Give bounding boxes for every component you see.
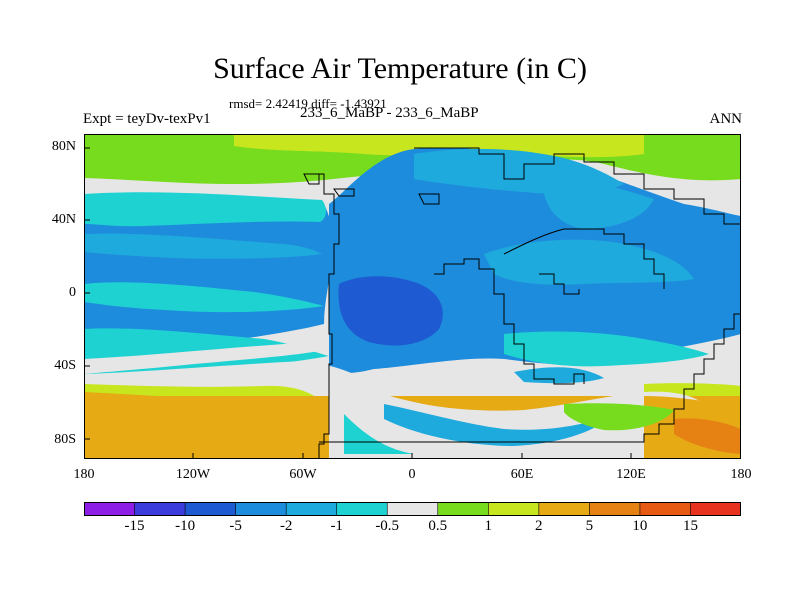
colorbar-swatch bbox=[285, 502, 338, 516]
colorbar-label: -15 bbox=[124, 518, 145, 534]
colorbar-swatch bbox=[184, 502, 237, 516]
x-tick-60w: 60W bbox=[289, 467, 317, 482]
colorbar-swatch bbox=[235, 502, 287, 516]
colorbar-swatch bbox=[336, 502, 389, 516]
colorbar-label: -2 bbox=[279, 518, 293, 534]
colorbar-swatch bbox=[488, 502, 540, 516]
x-tick-120w: 120W bbox=[175, 467, 211, 482]
map-fill bbox=[84, 134, 741, 459]
colorbar-label: 0.5 bbox=[428, 518, 448, 534]
season-label: ANN bbox=[709, 111, 743, 127]
experiment-label: Expt = teyDv-texPv1 bbox=[83, 111, 211, 127]
plot-title: Surface Air Temperature (in C) bbox=[213, 52, 587, 85]
colorbar-label: 10 bbox=[632, 518, 648, 534]
colorbar-label: 2 bbox=[535, 518, 543, 534]
colorbar-label: 1 bbox=[484, 518, 493, 534]
stats-label: rmsd= 2.42419 diff= -1.43921 bbox=[229, 96, 387, 111]
colorbar-label: -10 bbox=[175, 518, 196, 534]
colorbar-swatch bbox=[84, 502, 136, 516]
colorbar-swatch bbox=[134, 502, 186, 516]
colorbar-swatches bbox=[84, 502, 741, 516]
x-tick-180-right: 180 bbox=[730, 467, 752, 482]
colorbar-swatch bbox=[639, 502, 692, 516]
comparison-label: 233_6_MaBP - 233_6_MaBP bbox=[300, 105, 479, 121]
colorbar-label: -5 bbox=[229, 518, 242, 534]
land-outline bbox=[303, 147, 741, 459]
colorbar-label: -0.5 bbox=[375, 518, 400, 534]
y-tick-80s: 80S bbox=[54, 432, 76, 447]
colorbar-label: -1 bbox=[330, 518, 343, 534]
colorbar-swatch bbox=[386, 502, 439, 516]
colorbar-label: 15 bbox=[683, 518, 698, 534]
colorbar-frame bbox=[84, 502, 741, 516]
x-tick-120e: 120E bbox=[616, 467, 646, 482]
map-ticks bbox=[84, 147, 632, 459]
colorbar-label: 5 bbox=[585, 518, 594, 534]
colorbar-swatch bbox=[437, 502, 490, 516]
x-tick-180-left: 180 bbox=[73, 467, 95, 482]
y-tick-40s: 40S bbox=[54, 358, 76, 373]
y-tick-40n: 40N bbox=[51, 212, 76, 227]
y-tick-80n: 80N bbox=[51, 139, 76, 154]
x-tick-60e: 60E bbox=[510, 467, 534, 482]
colorbar-swatch bbox=[690, 502, 741, 516]
x-tick-0: 0 bbox=[408, 467, 416, 482]
temperature-map bbox=[84, 134, 741, 459]
colorbar-swatch bbox=[589, 502, 641, 516]
colorbar-swatch bbox=[538, 502, 591, 516]
colorbar bbox=[84, 502, 741, 516]
y-tick-0: 0 bbox=[69, 285, 76, 300]
